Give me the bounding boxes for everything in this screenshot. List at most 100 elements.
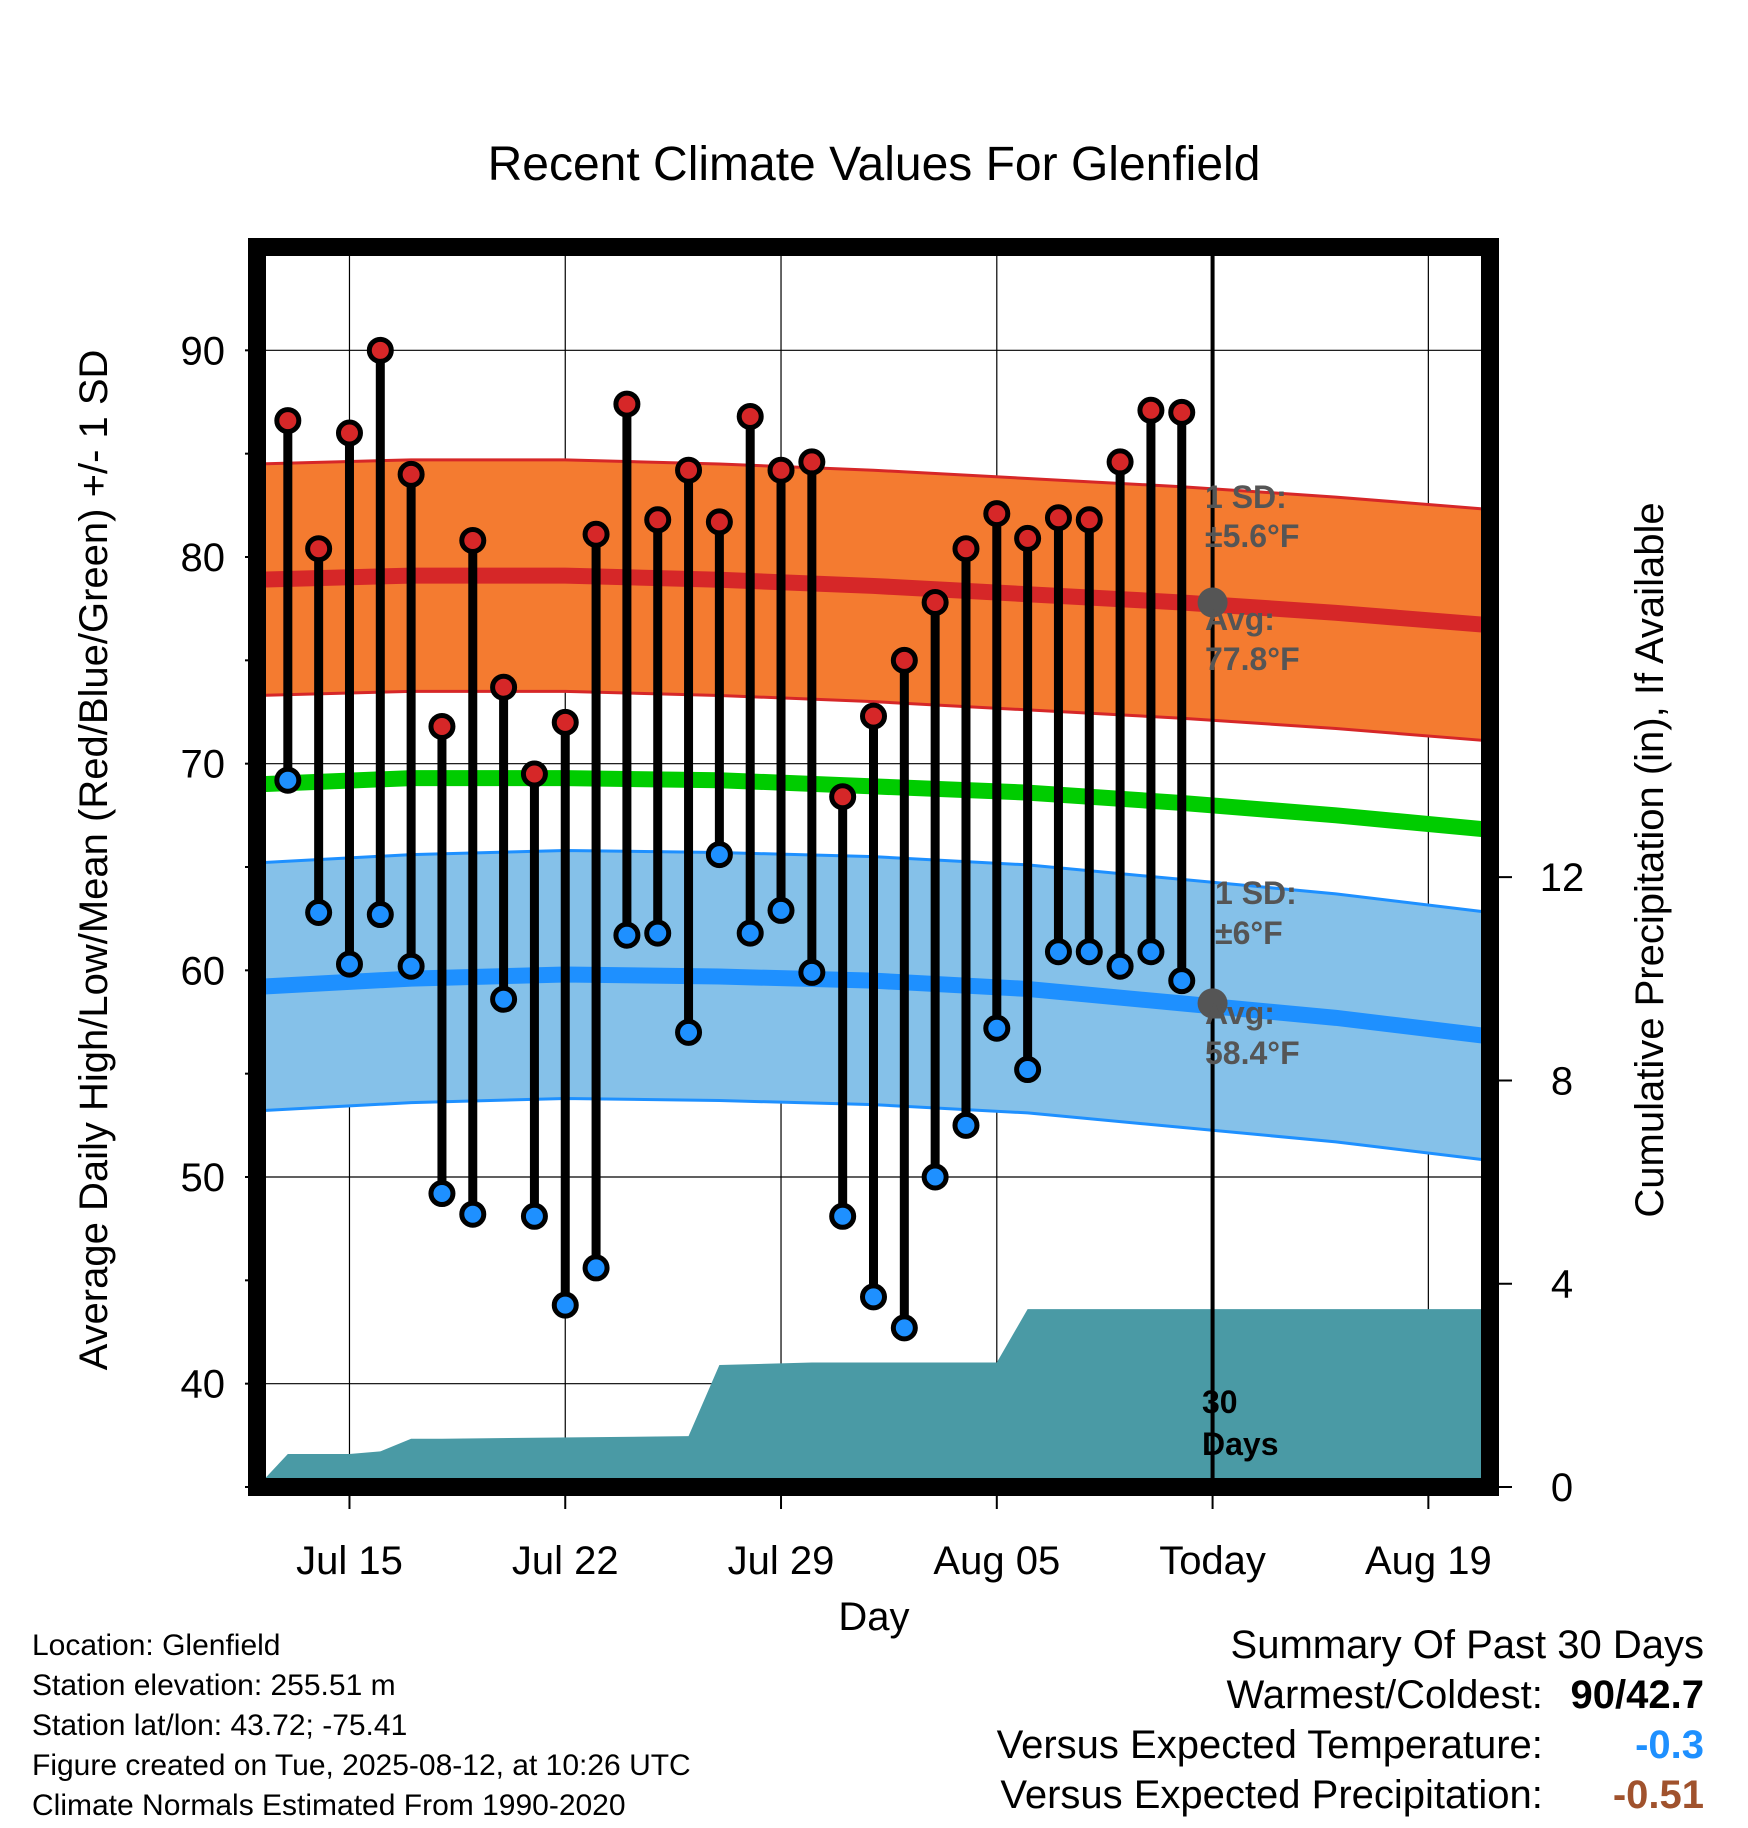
high-sd-upper-edge: [256, 458, 1491, 511]
temp-departure-value: -0.3: [1635, 1723, 1704, 1767]
y-tick-label: 50: [181, 1156, 226, 1200]
y2-tick-label: 4: [1551, 1263, 1573, 1307]
high-point: [1168, 398, 1196, 426]
low-point: [921, 1163, 949, 1191]
y-tick-label: 90: [181, 329, 226, 373]
normals-text: Climate Normals Estimated From 1990-2020: [32, 1789, 626, 1822]
x-axis-label: Day: [838, 1595, 909, 1639]
low-point: [798, 958, 826, 986]
high-sd-lower-edge: [256, 689, 1491, 743]
x-tick-label: Today: [1159, 1539, 1266, 1583]
y2-tick-label: 0: [1551, 1466, 1573, 1510]
high-sd-label: 1 SD:: [1205, 479, 1287, 515]
high-point: [428, 712, 456, 740]
summary-precip-row: Versus Expected Precipitation: -0.51: [997, 1770, 1704, 1820]
days-unit-label: Days: [1202, 1426, 1279, 1462]
days-count-label: 30: [1202, 1384, 1238, 1420]
x-tick-label: Aug 19: [1365, 1539, 1492, 1583]
high-point: [1014, 524, 1042, 552]
precip-departure-label: Versus Expected Precipitation:: [1000, 1773, 1543, 1817]
high-point: [644, 506, 672, 534]
high-point: [921, 588, 949, 616]
low-point: [1106, 952, 1134, 980]
y2-tick-label: 12: [1540, 856, 1585, 900]
high-point: [736, 402, 764, 430]
low-point: [829, 1202, 857, 1230]
low-point: [675, 1018, 703, 1046]
x-tick-label: Aug 05: [933, 1539, 1060, 1583]
y-axis-label: Average Daily High/Low/Mean (Red/Blue/Gr…: [72, 350, 116, 1371]
high-point: [520, 760, 548, 788]
summary-warm-cold-row: Warmest/Coldest: 90/42.7: [997, 1670, 1705, 1720]
low-point: [890, 1314, 918, 1342]
x-tick-label: Jul 15: [296, 1539, 403, 1583]
high-point: [890, 646, 918, 674]
high-point: [459, 526, 487, 554]
high-avg-marker: [1197, 587, 1228, 618]
temp-departure-label: Versus Expected Temperature:: [996, 1723, 1543, 1767]
y-tick-label: 40: [181, 1363, 226, 1407]
high-point: [952, 535, 980, 563]
warm-cold-value: 90/42.7: [1570, 1673, 1704, 1717]
annotations: 1 SD: ±5.6°F Avg: 77.8°F 1 SD: ±6°F Avg:…: [1202, 479, 1300, 1462]
low-point: [490, 985, 518, 1013]
location-text: Location: Glenfield: [32, 1629, 281, 1662]
elevation-text: Station elevation: 255.51 m: [32, 1669, 396, 1702]
daily-range-bars: [274, 336, 1196, 1342]
precipitation-area: [257, 1309, 1490, 1487]
warm-cold-label: Warmest/Coldest:: [1226, 1673, 1543, 1717]
high-point: [366, 336, 394, 364]
y-tick-label: 70: [181, 743, 226, 787]
summary-heading: Summary Of Past 30 Days: [1230, 1623, 1704, 1667]
high-sd-value: ±5.6°F: [1205, 518, 1299, 554]
low-point: [397, 952, 425, 980]
high-point: [613, 390, 641, 418]
low-point: [551, 1291, 579, 1319]
high-point: [860, 702, 887, 730]
summary-panel: Summary Of Past 30 Days Warmest/Coldest:…: [997, 1620, 1704, 1820]
low-point: [428, 1180, 456, 1208]
created-text: Figure created on Tue, 2025-08-12, at 10…: [32, 1749, 691, 1782]
high-point: [1137, 396, 1165, 424]
low-point: [705, 841, 733, 869]
chart-title: Recent Climate Values For Glenfield: [488, 138, 1261, 191]
y-tick-label: 80: [181, 536, 226, 580]
high-point: [335, 419, 363, 447]
high-point: [551, 708, 579, 736]
high-avg-value: 77.8°F: [1205, 641, 1300, 677]
high-point: [705, 508, 733, 536]
low-point: [1168, 967, 1196, 995]
y2-tick-label: 8: [1551, 1059, 1573, 1103]
summary-temp-row: Versus Expected Temperature: -0.3: [997, 1720, 1704, 1770]
low-point: [644, 919, 672, 947]
low-point: [952, 1111, 980, 1139]
low-point: [736, 919, 764, 947]
latlon-text: Station lat/lon: 43.72; -75.41: [32, 1709, 408, 1742]
low-point: [767, 896, 795, 924]
high-point: [1106, 448, 1134, 476]
low-avg-label: Avg:: [1205, 995, 1275, 1031]
high-point: [490, 673, 518, 701]
low-avg-marker: [1197, 988, 1228, 1019]
precipitation-fill: [257, 1309, 1490, 1487]
high-point: [767, 456, 795, 484]
high-point: [829, 783, 857, 811]
high-point: [305, 535, 333, 563]
x-tick-label: Jul 22: [512, 1539, 619, 1583]
y2-axis-label: Cumulative Precipitation (in), If Availa…: [1628, 502, 1672, 1217]
y-tick-label: 60: [181, 949, 226, 993]
precip-departure-value: -0.51: [1612, 1773, 1704, 1817]
low-point: [274, 766, 302, 794]
high-point: [675, 456, 703, 484]
low-point: [520, 1202, 548, 1230]
low-point: [305, 898, 333, 926]
low-point: [983, 1014, 1011, 1042]
low-point: [335, 950, 363, 978]
today-line: [1197, 247, 1228, 1487]
high-point: [397, 460, 425, 488]
low-point: [613, 921, 641, 949]
low-sd-label: 1 SD:: [1215, 875, 1297, 911]
high-point: [1075, 506, 1103, 534]
low-point: [1044, 938, 1072, 966]
